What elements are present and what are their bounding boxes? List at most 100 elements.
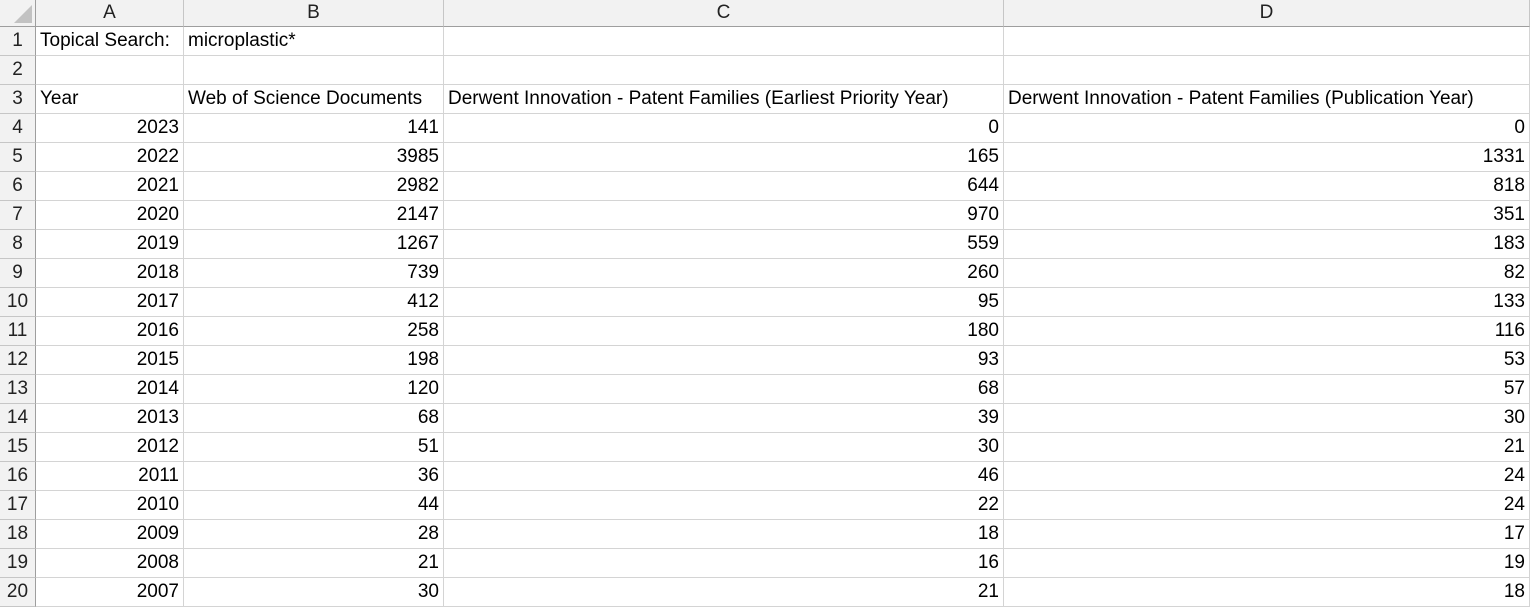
cell-d15[interactable]: 21	[1004, 433, 1530, 462]
select-all-corner[interactable]	[0, 0, 36, 27]
cell-c18[interactable]: 18	[444, 520, 1004, 549]
row-header[interactable]: 7	[0, 201, 36, 230]
row-header[interactable]: 16	[0, 462, 36, 491]
cell-a18[interactable]: 2009	[36, 520, 184, 549]
row-header[interactable]: 11	[0, 317, 36, 346]
cell-a8[interactable]: 2019	[36, 230, 184, 259]
cell-c4[interactable]: 0	[444, 114, 1004, 143]
cell-a15[interactable]: 2012	[36, 433, 184, 462]
row-header[interactable]: 8	[0, 230, 36, 259]
row-header[interactable]: 14	[0, 404, 36, 433]
column-header-b[interactable]: B	[184, 0, 444, 27]
cell-d16[interactable]: 24	[1004, 462, 1530, 491]
cell-a12[interactable]: 2015	[36, 346, 184, 375]
cell-a19[interactable]: 2008	[36, 549, 184, 578]
cell-d10[interactable]: 133	[1004, 288, 1530, 317]
cell-c9[interactable]: 260	[444, 259, 1004, 288]
cell-c19[interactable]: 16	[444, 549, 1004, 578]
cell-b20[interactable]: 30	[184, 578, 444, 607]
cell-b16[interactable]: 36	[184, 462, 444, 491]
cell-d12[interactable]: 53	[1004, 346, 1530, 375]
cell-a14[interactable]: 2013	[36, 404, 184, 433]
cell-d20[interactable]: 18	[1004, 578, 1530, 607]
cell-a1[interactable]: Topical Search:	[36, 27, 184, 56]
cell-c5[interactable]: 165	[444, 143, 1004, 172]
cell-c7[interactable]: 970	[444, 201, 1004, 230]
row-header[interactable]: 2	[0, 56, 36, 85]
cell-a20[interactable]: 2007	[36, 578, 184, 607]
cell-b1[interactable]: microplastic*	[184, 27, 444, 56]
row-header[interactable]: 18	[0, 520, 36, 549]
row-header[interactable]: 9	[0, 259, 36, 288]
column-header-d[interactable]: D	[1004, 0, 1530, 27]
cell-b14[interactable]: 68	[184, 404, 444, 433]
cell-a7[interactable]: 2020	[36, 201, 184, 230]
cell-b6[interactable]: 2982	[184, 172, 444, 201]
cell-b10[interactable]: 412	[184, 288, 444, 317]
row-header[interactable]: 20	[0, 578, 36, 607]
cell-a17[interactable]: 2010	[36, 491, 184, 520]
cell-b15[interactable]: 51	[184, 433, 444, 462]
row-header[interactable]: 10	[0, 288, 36, 317]
cell-b4[interactable]: 141	[184, 114, 444, 143]
cell-c6[interactable]: 644	[444, 172, 1004, 201]
cell-c2[interactable]	[444, 56, 1004, 85]
cell-d7[interactable]: 351	[1004, 201, 1530, 230]
row-header[interactable]: 4	[0, 114, 36, 143]
cell-c12[interactable]: 93	[444, 346, 1004, 375]
cell-d18[interactable]: 17	[1004, 520, 1530, 549]
cell-b11[interactable]: 258	[184, 317, 444, 346]
row-header[interactable]: 5	[0, 143, 36, 172]
row-header[interactable]: 3	[0, 85, 36, 114]
cell-a2[interactable]	[36, 56, 184, 85]
cell-a6[interactable]: 2021	[36, 172, 184, 201]
cell-a10[interactable]: 2017	[36, 288, 184, 317]
cell-b2[interactable]	[184, 56, 444, 85]
row-header[interactable]: 6	[0, 172, 36, 201]
cell-d19[interactable]: 19	[1004, 549, 1530, 578]
cell-b18[interactable]: 28	[184, 520, 444, 549]
cell-c20[interactable]: 21	[444, 578, 1004, 607]
cell-c11[interactable]: 180	[444, 317, 1004, 346]
row-header[interactable]: 19	[0, 549, 36, 578]
column-header-c[interactable]: C	[444, 0, 1004, 27]
cell-c16[interactable]: 46	[444, 462, 1004, 491]
cell-d3[interactable]: Derwent Innovation - Patent Families (Pu…	[1004, 85, 1530, 114]
row-header[interactable]: 17	[0, 491, 36, 520]
cell-d11[interactable]: 116	[1004, 317, 1530, 346]
row-header[interactable]: 12	[0, 346, 36, 375]
cell-a9[interactable]: 2018	[36, 259, 184, 288]
column-header-a[interactable]: A	[36, 0, 184, 27]
cell-c3[interactable]: Derwent Innovation - Patent Families (Ea…	[444, 85, 1004, 114]
cell-c10[interactable]: 95	[444, 288, 1004, 317]
cell-d6[interactable]: 818	[1004, 172, 1530, 201]
cell-a13[interactable]: 2014	[36, 375, 184, 404]
cell-d2[interactable]	[1004, 56, 1530, 85]
row-header[interactable]: 1	[0, 27, 36, 56]
cell-c15[interactable]: 30	[444, 433, 1004, 462]
cell-d14[interactable]: 30	[1004, 404, 1530, 433]
row-header[interactable]: 15	[0, 433, 36, 462]
cell-d1[interactable]	[1004, 27, 1530, 56]
cell-c14[interactable]: 39	[444, 404, 1004, 433]
row-header[interactable]: 13	[0, 375, 36, 404]
cell-d4[interactable]: 0	[1004, 114, 1530, 143]
cell-b3[interactable]: Web of Science Documents	[184, 85, 444, 114]
cell-a4[interactable]: 2023	[36, 114, 184, 143]
cell-d5[interactable]: 1331	[1004, 143, 1530, 172]
cell-d17[interactable]: 24	[1004, 491, 1530, 520]
cell-c8[interactable]: 559	[444, 230, 1004, 259]
cell-b9[interactable]: 739	[184, 259, 444, 288]
cell-c13[interactable]: 68	[444, 375, 1004, 404]
cell-a3[interactable]: Year	[36, 85, 184, 114]
cell-b19[interactable]: 21	[184, 549, 444, 578]
cell-d13[interactable]: 57	[1004, 375, 1530, 404]
cell-b7[interactable]: 2147	[184, 201, 444, 230]
cell-c1[interactable]	[444, 27, 1004, 56]
cell-b12[interactable]: 198	[184, 346, 444, 375]
cell-b8[interactable]: 1267	[184, 230, 444, 259]
cell-a5[interactable]: 2022	[36, 143, 184, 172]
cell-b5[interactable]: 3985	[184, 143, 444, 172]
cell-d9[interactable]: 82	[1004, 259, 1530, 288]
cell-d8[interactable]: 183	[1004, 230, 1530, 259]
